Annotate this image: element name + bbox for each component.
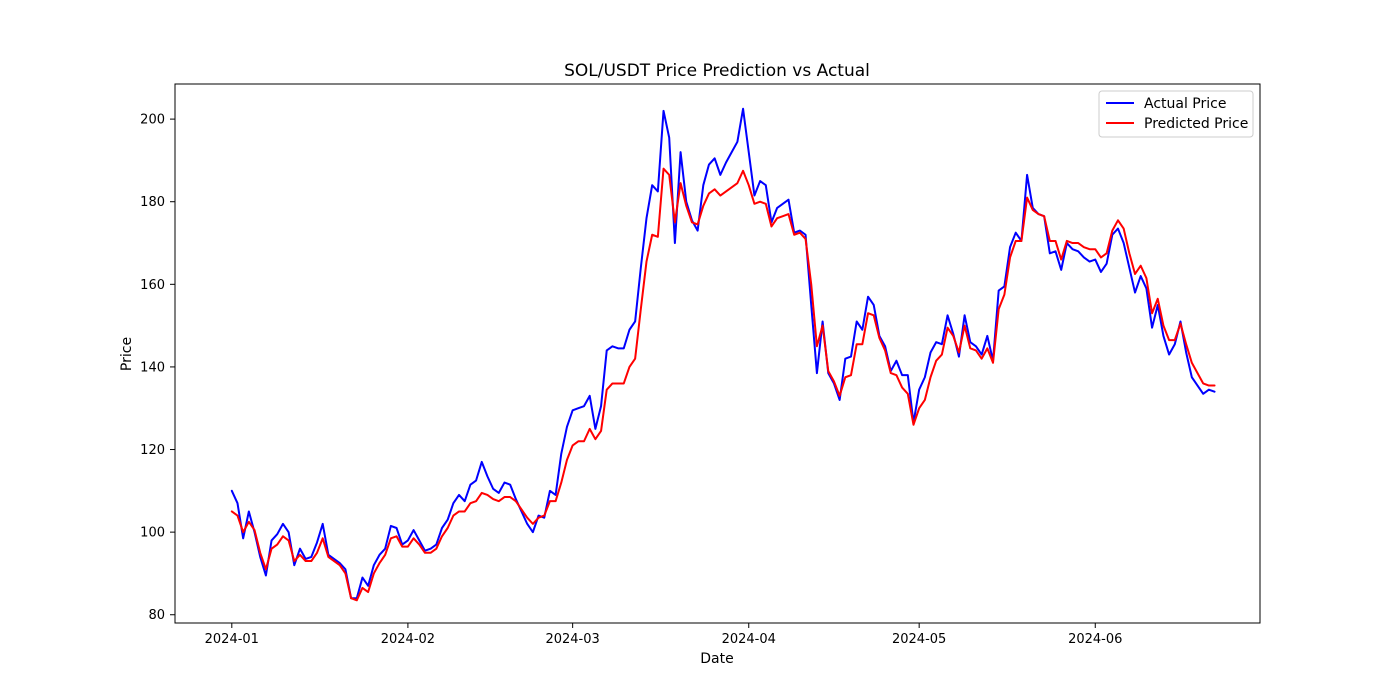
- series-line-predicted: [230, 167, 1216, 602]
- y-tick-label: 100: [140, 526, 165, 541]
- y-tick-label: 80: [148, 608, 165, 623]
- x-axis: 2024-01 2024-02 2024-03 2024-04 2024-05 2024-…: [205, 623, 1122, 647]
- legend-label-predicted: Predicted Price: [1144, 116, 1248, 132]
- y-tick-label: 120: [140, 443, 165, 458]
- y-tick-label: 180: [140, 195, 165, 210]
- series-line-actual: [230, 107, 1216, 600]
- y-axis-label: Price: [119, 337, 135, 371]
- x-tick-label: 2024-01: [205, 632, 259, 647]
- x-tick-label: 2024-04: [722, 632, 776, 647]
- x-tick-label: 2024-02: [381, 632, 435, 647]
- chart-title: SOL/USDT Price Prediction vs Actual: [564, 61, 870, 81]
- legend-label-actual: Actual Price: [1144, 96, 1226, 112]
- y-tick-label: 160: [140, 278, 165, 293]
- x-axis-label: Date: [700, 651, 733, 667]
- series-layer: [230, 107, 1216, 602]
- x-tick-label: 2024-05: [892, 632, 946, 647]
- y-axis: 80 100 120 140 160 180 200: [140, 113, 175, 623]
- x-tick-label: 2024-03: [545, 632, 599, 647]
- y-tick-label: 200: [140, 113, 165, 128]
- y-tick-label: 140: [140, 360, 165, 375]
- x-tick-label: 2024-06: [1068, 632, 1122, 647]
- legend-box: [1098, 90, 1254, 138]
- legend: Actual Price Predicted Price: [1098, 90, 1254, 138]
- plot-area: [174, 83, 1261, 624]
